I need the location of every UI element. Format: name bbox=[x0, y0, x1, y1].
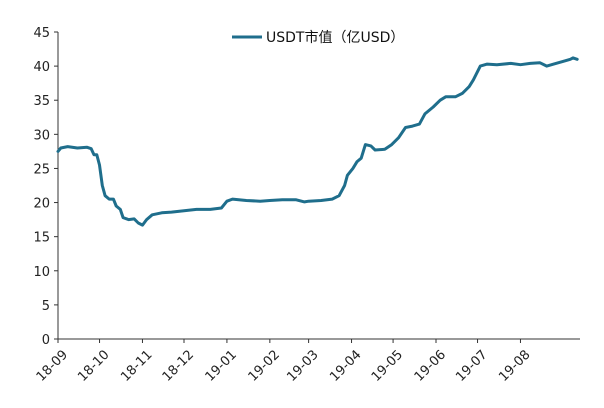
x-tick-label: 18-12 bbox=[160, 347, 197, 384]
x-tick-label: 19-05 bbox=[369, 347, 406, 384]
x-tick-label: 19-01 bbox=[203, 347, 240, 384]
y-tick-label: 10 bbox=[33, 265, 50, 280]
y-axis: 0 5 10 15 20 25 30 35 40 45 bbox=[33, 26, 59, 348]
x-tick-label: 19-06 bbox=[412, 347, 449, 384]
x-tick-label: 19-02 bbox=[246, 347, 283, 384]
x-axis: 18-09 18-10 18-11 18-12 19-01 19-02 19-03 19-04… bbox=[34, 338, 580, 385]
y-tick-label: 15 bbox=[33, 231, 50, 246]
x-tick-label: 19-04 bbox=[327, 347, 364, 384]
series-line bbox=[56, 56, 579, 227]
y-tick-label: 0 bbox=[42, 333, 50, 348]
y-tick-label: 45 bbox=[33, 26, 50, 41]
x-tick-label: 19-03 bbox=[284, 347, 321, 384]
y-tick-label: 20 bbox=[33, 197, 50, 212]
legend: USDT市值（亿USD） bbox=[232, 29, 404, 46]
y-tick-label: 40 bbox=[33, 60, 50, 75]
y-tick-label: 25 bbox=[33, 162, 50, 177]
x-tick-label: 18-10 bbox=[75, 347, 112, 384]
x-tick-label: 19-08 bbox=[496, 347, 533, 384]
legend-label: USDT市值（亿USD） bbox=[266, 29, 404, 46]
y-tick-label: 5 bbox=[42, 299, 50, 314]
y-tick-label: 30 bbox=[33, 128, 50, 143]
x-tick-label: 19-07 bbox=[453, 347, 490, 384]
x-tick-label: 18-09 bbox=[34, 347, 71, 384]
y-tick-label: 35 bbox=[33, 94, 50, 109]
plot-area bbox=[56, 56, 579, 227]
x-tick-label: 18-11 bbox=[118, 347, 155, 384]
